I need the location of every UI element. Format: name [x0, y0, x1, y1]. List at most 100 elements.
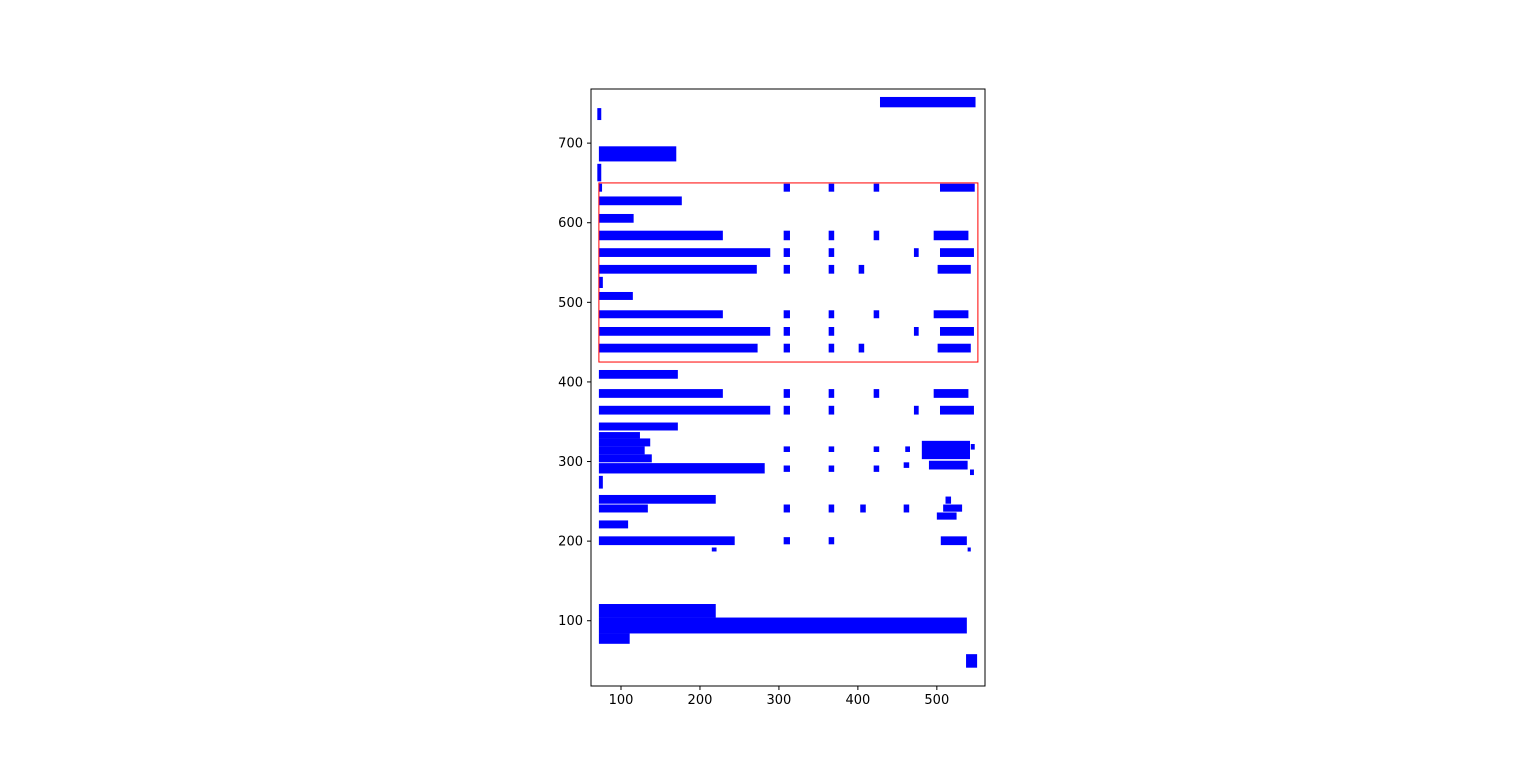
x-tick-label: 100	[609, 693, 634, 708]
y-tick-label: 500	[558, 296, 583, 311]
data-box	[783, 389, 790, 398]
data-box	[598, 146, 677, 162]
data-box	[940, 536, 967, 546]
data-box	[598, 343, 758, 353]
data-box	[828, 183, 835, 192]
data-box	[783, 327, 790, 336]
data-box	[939, 405, 974, 415]
data-box	[873, 310, 880, 319]
data-box	[828, 327, 835, 336]
data-box	[597, 108, 602, 121]
data-box	[783, 537, 790, 545]
data-box	[933, 230, 969, 241]
data-box	[903, 462, 910, 468]
data-box	[828, 230, 835, 241]
data-box	[933, 310, 969, 319]
data-box	[783, 264, 790, 274]
data-box	[598, 183, 603, 192]
data-box	[598, 327, 771, 336]
data-box	[783, 504, 790, 513]
y-tick-label: 100	[558, 614, 583, 629]
data-box	[943, 504, 963, 512]
data-box	[828, 537, 835, 545]
data-box	[873, 230, 880, 241]
data-box	[828, 465, 835, 472]
data-box	[873, 389, 880, 398]
x-tick-label: 400	[845, 693, 870, 708]
data-box	[936, 512, 957, 520]
data-box	[598, 536, 735, 546]
data-box	[860, 504, 866, 513]
data-box	[598, 438, 651, 447]
data-box	[967, 547, 971, 552]
data-box	[783, 248, 790, 257]
data-box	[828, 264, 835, 274]
data-box	[598, 213, 634, 223]
data-box	[913, 248, 919, 257]
x-tick-label: 500	[924, 693, 949, 708]
data-box	[879, 96, 976, 108]
data-box	[598, 248, 771, 257]
data-box	[598, 494, 716, 504]
data-box	[828, 343, 835, 353]
y-tick-label: 700	[558, 137, 583, 152]
data-box	[873, 183, 880, 192]
data-box	[828, 504, 835, 513]
data-box	[939, 248, 974, 257]
data-box	[969, 469, 974, 476]
data-box	[598, 276, 603, 288]
data-box	[783, 230, 790, 241]
data-box	[598, 520, 629, 529]
data-box	[598, 422, 678, 431]
data-box	[598, 604, 716, 618]
data-box	[873, 465, 880, 472]
data-box	[597, 163, 602, 182]
y-tick-label: 300	[558, 455, 583, 470]
x-tick-label: 300	[767, 693, 792, 708]
data-box	[858, 343, 865, 353]
data-box	[828, 405, 835, 415]
data-box	[598, 454, 652, 463]
data-box	[937, 343, 971, 353]
data-box	[828, 446, 835, 452]
axes-area: 100 200 300 400 500 100 200 300 400 500 600 700	[558, 88, 986, 708]
y-tick-label: 200	[558, 535, 583, 550]
data-box	[598, 405, 771, 415]
data-box	[598, 369, 678, 379]
axes-frame	[590, 88, 986, 687]
data-box	[783, 465, 790, 472]
data-box	[828, 310, 835, 319]
x-tick-label: 200	[688, 693, 713, 708]
data-box	[939, 327, 974, 336]
data-box	[598, 310, 723, 319]
y-tick-label: 600	[558, 216, 583, 231]
data-box	[783, 405, 790, 415]
data-box	[939, 183, 975, 192]
data-box	[921, 440, 970, 460]
data-box	[858, 264, 865, 274]
data-box	[598, 432, 640, 439]
data-box	[937, 264, 971, 274]
data-box	[598, 617, 967, 634]
highlight-rect	[598, 182, 979, 363]
data-box	[598, 504, 648, 513]
data-box	[598, 389, 723, 398]
data-box	[783, 310, 790, 319]
data-box	[903, 504, 910, 513]
data-box	[598, 475, 603, 489]
data-box	[828, 248, 835, 257]
data-box	[711, 547, 717, 552]
data-box	[828, 389, 835, 398]
data-box	[598, 230, 723, 241]
data-box	[913, 405, 919, 415]
axes-background	[591, 89, 985, 686]
data-box	[598, 633, 630, 644]
data-box	[598, 264, 757, 274]
data-box	[783, 343, 790, 353]
data-box	[598, 291, 633, 300]
data-box	[598, 196, 682, 206]
data-box	[970, 444, 975, 450]
data-box	[783, 183, 790, 192]
data-box	[905, 446, 910, 452]
